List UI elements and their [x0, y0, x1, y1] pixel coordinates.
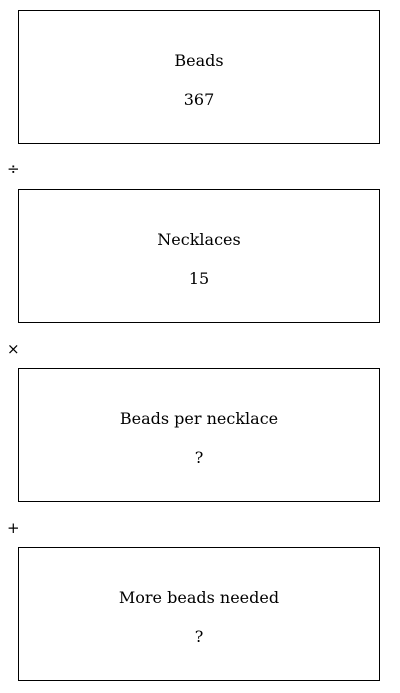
necklaces-label: Necklaces	[157, 230, 241, 249]
divide-operator: ÷	[7, 160, 20, 178]
beads-per-necklace-label: Beads per necklace	[119, 409, 279, 428]
necklaces-value: 15	[188, 269, 210, 288]
more-beads-needed-value: ?	[194, 627, 204, 646]
more-beads-needed-box: More beads needed ?	[18, 547, 380, 681]
beads-value: 367	[183, 90, 215, 109]
beads-label: Beads	[174, 51, 224, 70]
necklaces-box: Necklaces 15	[18, 189, 380, 323]
multiply-operator: ×	[7, 340, 20, 358]
beads-per-necklace-value: ?	[194, 448, 204, 467]
more-beads-needed-label: More beads needed	[118, 588, 280, 607]
add-operator: +	[7, 519, 20, 537]
beads-box: Beads 367	[18, 10, 380, 144]
beads-per-necklace-box: Beads per necklace ?	[18, 368, 380, 502]
